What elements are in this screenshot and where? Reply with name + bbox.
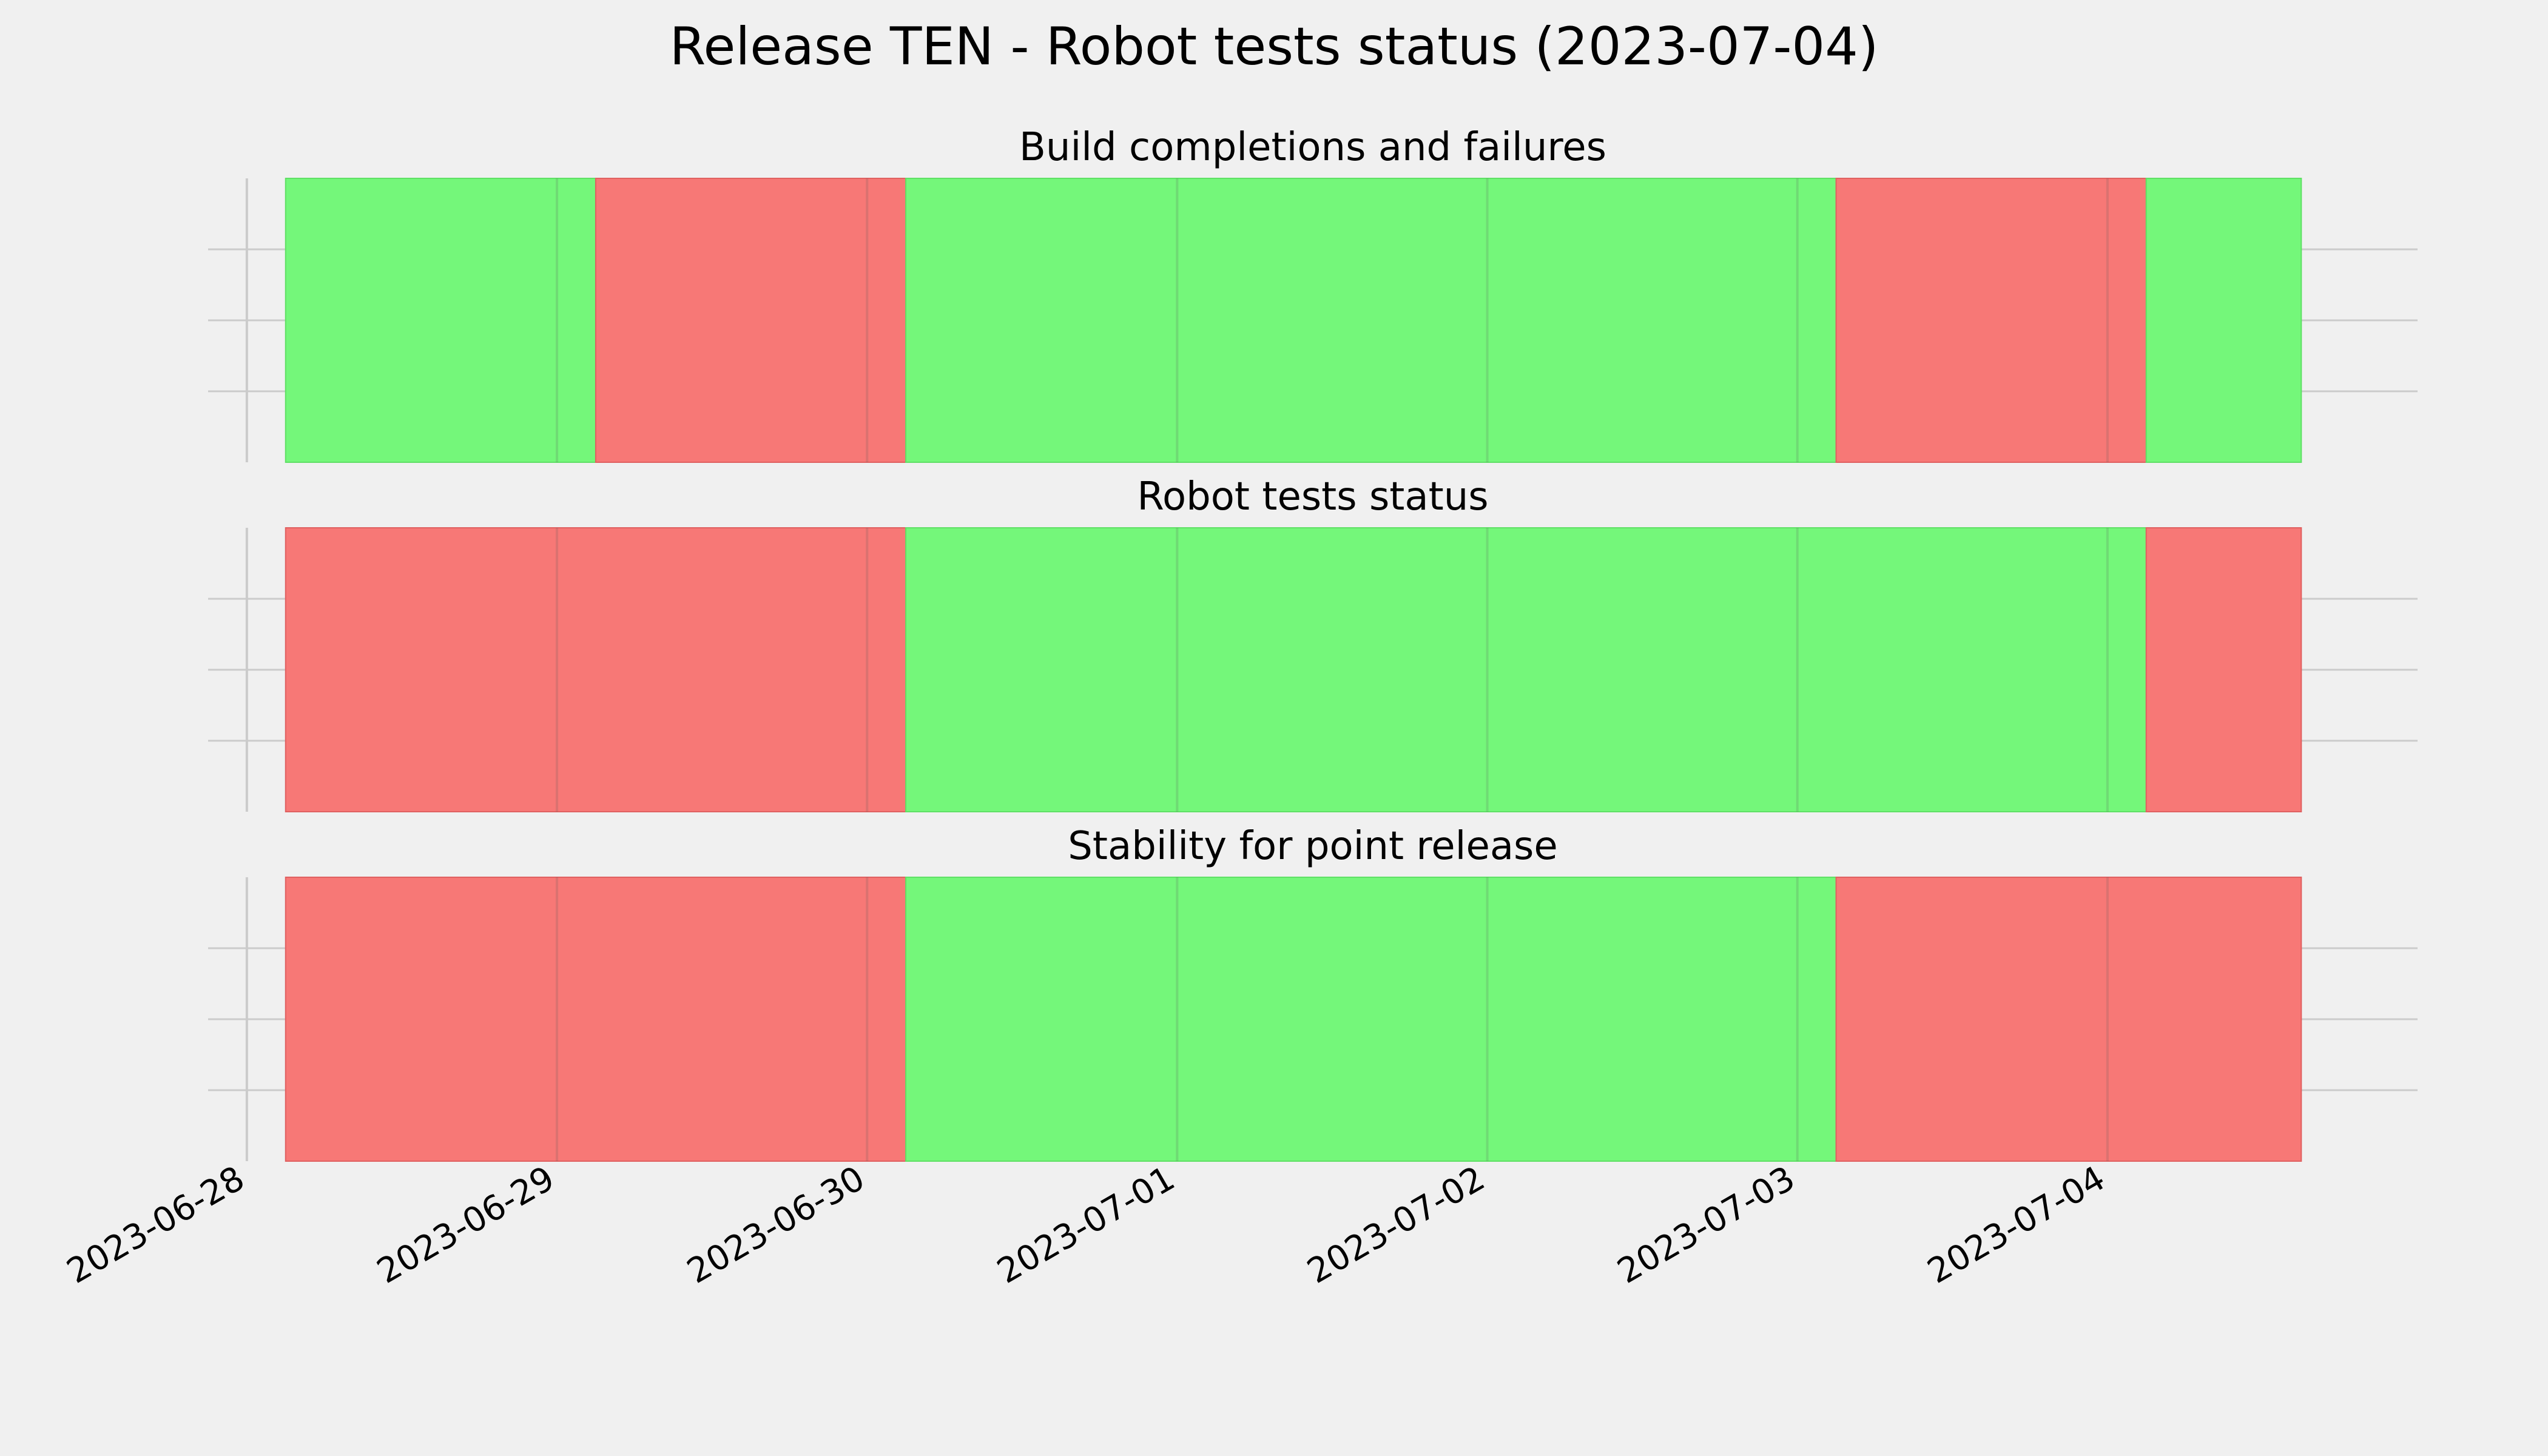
chart-title: Release TEN - Robot tests status (2023-0… [670, 16, 1879, 77]
segment-pass [905, 527, 2147, 812]
x-tick-label: 2023-07-01 [991, 1159, 1181, 1292]
segment-pass [2145, 178, 2302, 463]
panels: Build completions and failures Robot test… [208, 125, 2418, 1162]
panel-1: Build completions and failures [208, 125, 2418, 463]
panel-2: Robot tests status [208, 474, 2418, 812]
panel-title: Stability for point release [1068, 824, 1558, 869]
segment-fail [595, 178, 907, 463]
segment-fail [285, 877, 907, 1162]
segment-fail [2145, 527, 2302, 812]
segment-pass [905, 178, 1837, 463]
segment-pass [285, 178, 596, 463]
x-tick-label: 2023-07-03 [1611, 1159, 1801, 1292]
segment-fail [285, 527, 907, 812]
panel-3: Stability for point release [208, 824, 2418, 1162]
segment-pass [905, 877, 1837, 1162]
segment-fail [1835, 877, 2302, 1162]
panel-title: Robot tests status [1137, 474, 1488, 519]
panel-title: Build completions and failures [1019, 125, 1606, 170]
x-tick-label: 2023-06-28 [61, 1159, 251, 1292]
x-tick-label: 2023-06-30 [681, 1159, 871, 1292]
x-tick-label: 2023-06-29 [371, 1159, 561, 1292]
x-axis: 2023-06-28 2023-06-29 2023-06-30 2023-07-01… [61, 1159, 2112, 1292]
x-tick-label: 2023-07-02 [1301, 1159, 1491, 1292]
x-tick-label: 2023-07-04 [1921, 1159, 2111, 1292]
segment-fail [1835, 178, 2147, 463]
